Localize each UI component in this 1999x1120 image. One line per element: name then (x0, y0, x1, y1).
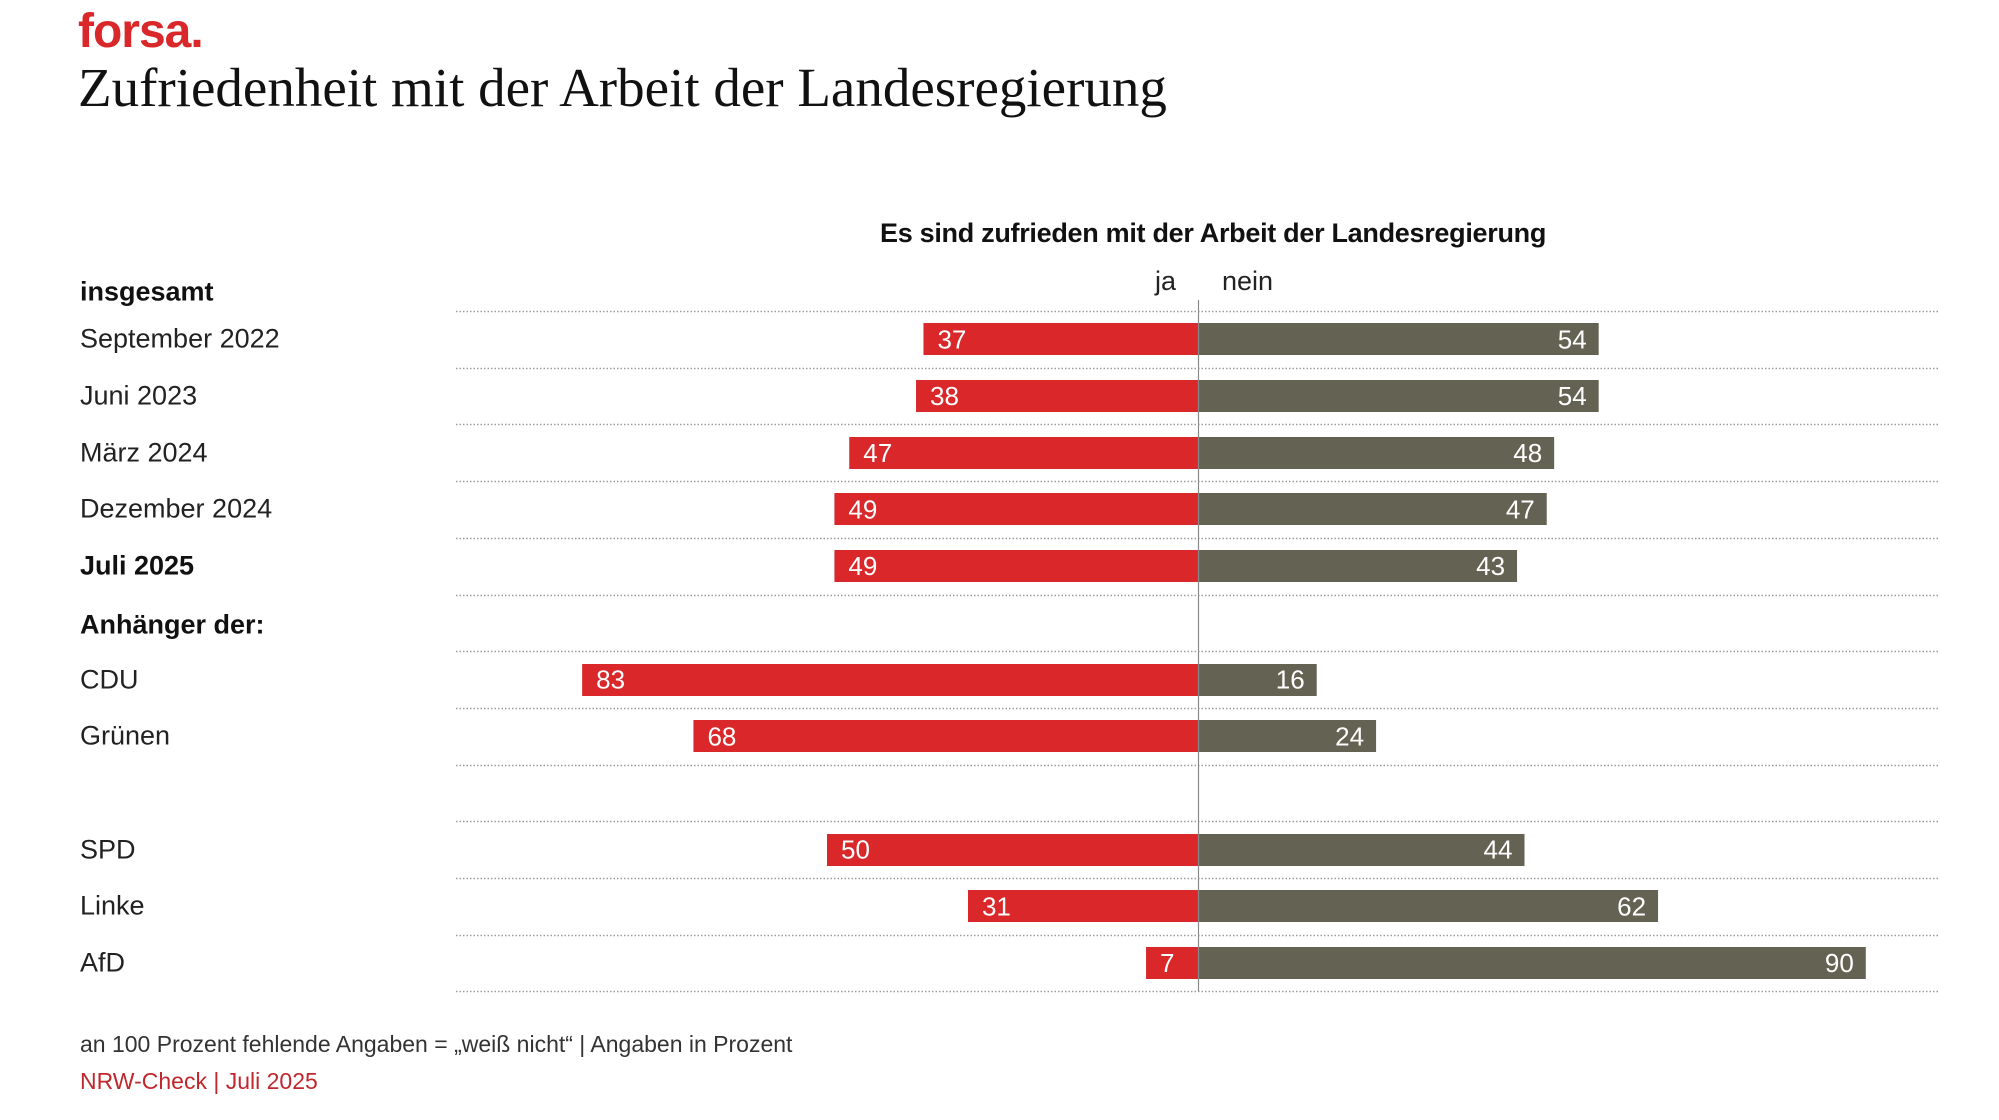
value-label-ja: 83 (596, 665, 625, 695)
legend-ja: ja (1154, 266, 1176, 296)
bar-ja (827, 834, 1198, 866)
value-label-ja: 38 (930, 381, 959, 411)
value-label-ja: 37 (937, 324, 966, 354)
group-heading-anhaenger: Anhänger der: (80, 609, 265, 640)
bar-ja (834, 550, 1198, 582)
bar-nein (1198, 437, 1555, 469)
chart-title: Es sind zufrieden mit der Arbeit der Lan… (880, 218, 1547, 248)
legend-nein: nein (1222, 266, 1274, 296)
bar-ja (582, 664, 1198, 696)
source-note: NRW-Check | Juli 2025 (80, 1068, 318, 1094)
bar-ja (693, 720, 1198, 752)
value-label-nein: 90 (1825, 948, 1854, 978)
row-label: März 2024 (80, 437, 208, 468)
bar-ja (923, 323, 1198, 355)
row-label: SPD (80, 834, 136, 865)
bar-nein (1198, 550, 1518, 582)
row-label: September 2022 (80, 323, 280, 354)
bar-ja (967, 890, 1198, 922)
row-label: Grünen (80, 720, 171, 751)
value-label-nein: 48 (1513, 438, 1542, 468)
bar-ja (834, 493, 1198, 525)
bar-nein (1198, 664, 1317, 696)
page-title: Zufriedenheit mit der Arbeit der Landesr… (78, 57, 1167, 118)
bar-nein (1198, 890, 1659, 922)
bar-nein (1198, 947, 1866, 979)
value-label-nein: 16 (1276, 665, 1305, 695)
row-label: AfD (80, 947, 126, 978)
value-label-ja: 47 (863, 438, 892, 468)
row-label: Dezember 2024 (80, 493, 273, 524)
value-label-nein: 62 (1617, 891, 1646, 921)
value-label-ja: 49 (848, 494, 877, 524)
row-label: Juli 2025 (80, 550, 195, 581)
value-label-nein: 47 (1506, 494, 1535, 524)
value-label-nein: 24 (1335, 721, 1364, 751)
footnote: an 100 Prozent fehlende Angaben = „weiß … (80, 1031, 793, 1057)
value-label-nein: 44 (1484, 835, 1513, 865)
value-label-ja: 50 (841, 835, 870, 865)
bar-ja (1146, 947, 1198, 979)
forsa-logo: forsa. (78, 5, 204, 58)
value-label-nein: 54 (1558, 381, 1587, 411)
value-label-ja: 68 (707, 721, 736, 751)
bar-nein (1198, 380, 1599, 412)
value-label-ja: 49 (848, 551, 877, 581)
value-label-ja: 7 (1160, 948, 1174, 978)
value-label-nein: 43 (1476, 551, 1505, 581)
group-heading-insgesamt: insgesamt (80, 276, 214, 307)
bar-ja (849, 437, 1198, 469)
row-label: Linke (80, 890, 145, 921)
bar-nein (1198, 834, 1525, 866)
bar-nein (1198, 493, 1547, 525)
bar-nein (1198, 323, 1599, 355)
bar-ja (916, 380, 1198, 412)
value-label-nein: 54 (1558, 324, 1587, 354)
row-label: Juni 2023 (80, 380, 198, 411)
bar-nein (1198, 720, 1377, 752)
row-label: CDU (80, 664, 139, 695)
value-label-ja: 31 (982, 891, 1011, 921)
